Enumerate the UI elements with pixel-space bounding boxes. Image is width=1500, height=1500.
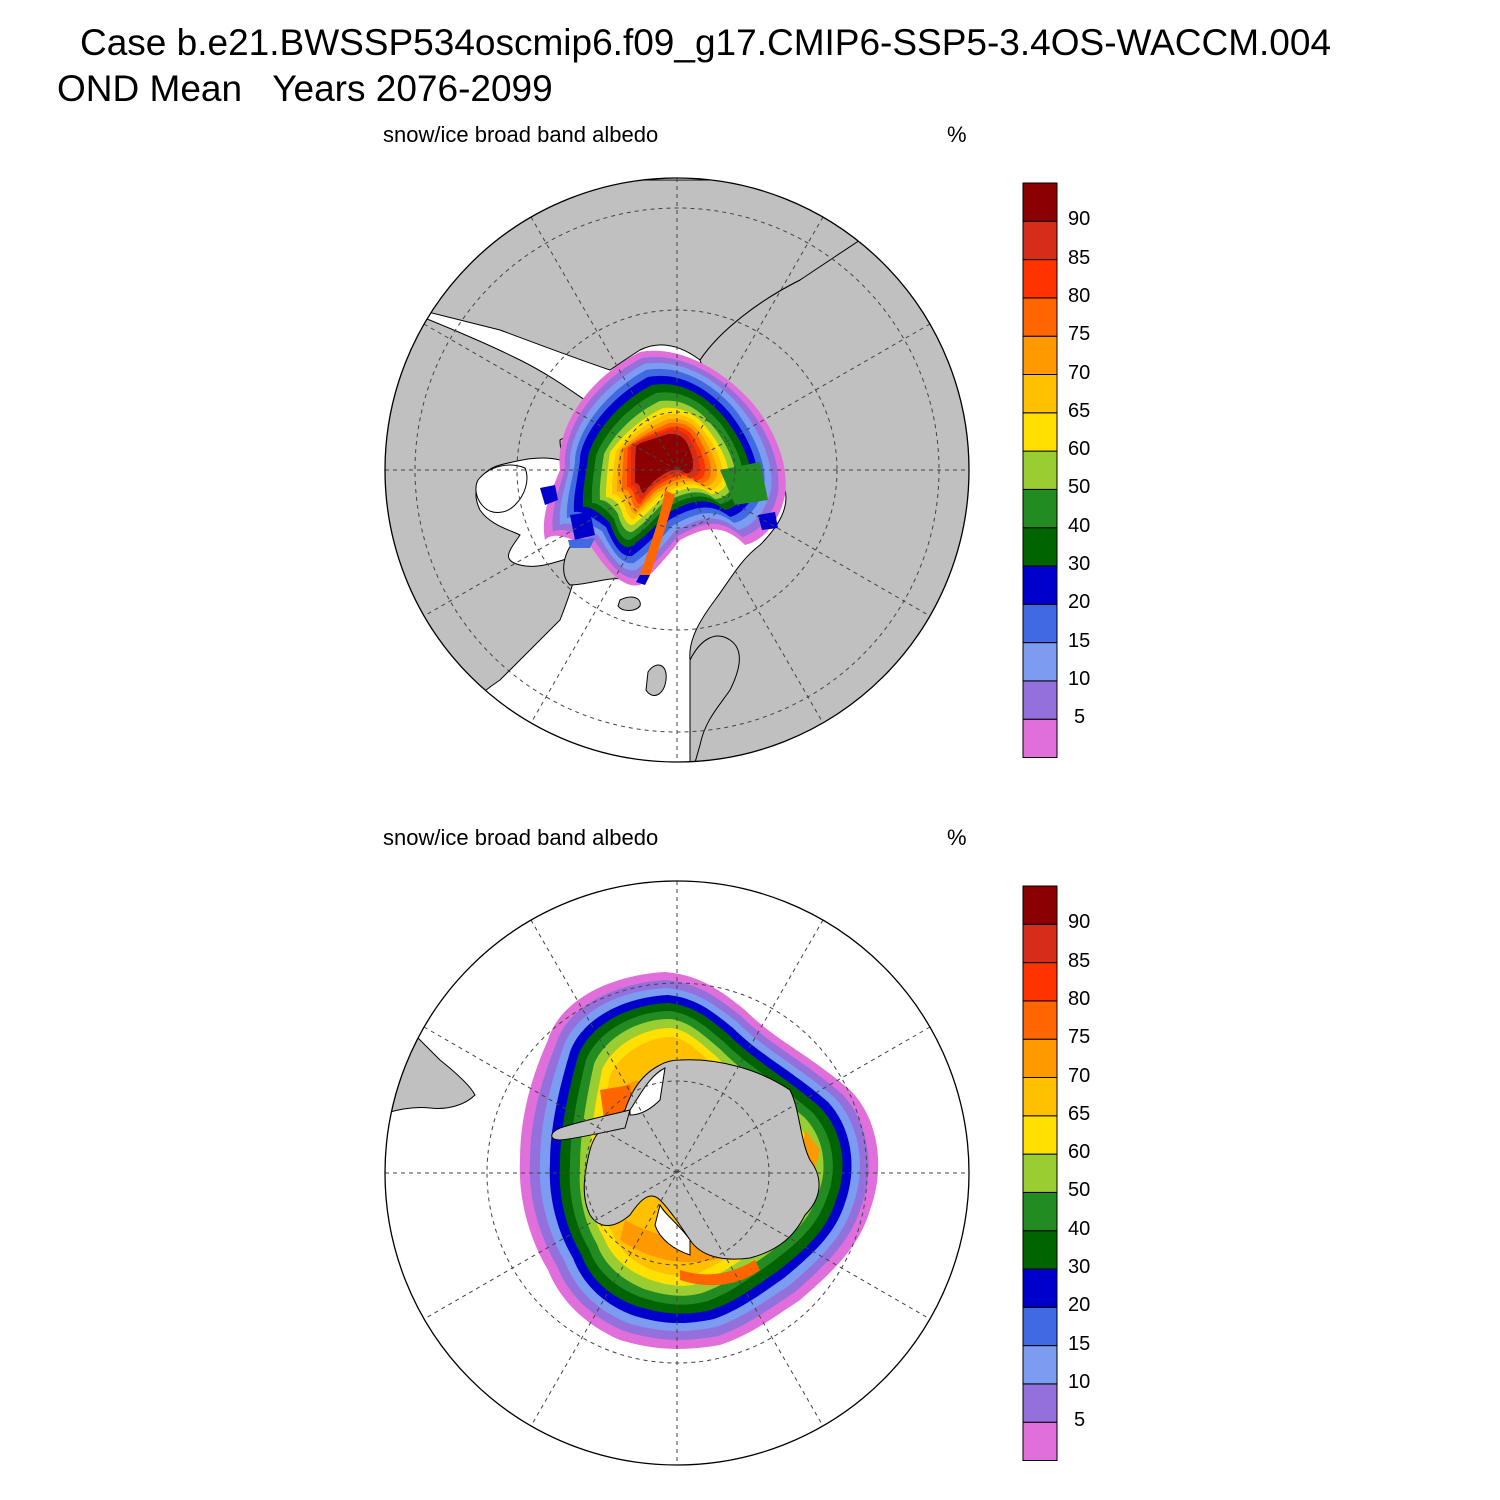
colorbar-box bbox=[1022, 642, 1058, 682]
colorbar-box bbox=[1022, 220, 1058, 261]
colorbar-label: 10 bbox=[1068, 667, 1091, 690]
north-hudson-bay bbox=[475, 464, 528, 513]
colorbar-label: 90 bbox=[1068, 911, 1091, 934]
colorbar-label: 5 bbox=[1074, 706, 1086, 729]
north-land-iceland bbox=[617, 596, 641, 611]
colorbar-box bbox=[1022, 488, 1058, 529]
colorbar-box bbox=[1022, 335, 1058, 376]
colorbar-box bbox=[1022, 297, 1058, 337]
colorbar-box bbox=[1022, 259, 1058, 299]
colorbar-label: 65 bbox=[1068, 1102, 1091, 1125]
colorbar-box bbox=[1022, 1268, 1058, 1308]
north-sea-ice-field bbox=[540, 350, 786, 586]
colorbar-label: 70 bbox=[1068, 361, 1091, 384]
colorbar-label: 5 bbox=[1074, 1409, 1086, 1432]
colorbar-box bbox=[1022, 1383, 1058, 1423]
colorbar-label: 80 bbox=[1068, 987, 1091, 1010]
colorbar-label: 50 bbox=[1068, 1179, 1091, 1202]
colorbar-box bbox=[1022, 603, 1058, 644]
colorbar-box bbox=[1022, 962, 1058, 1002]
colorbar-label: 40 bbox=[1068, 514, 1091, 537]
south-weddell-sea bbox=[629, 1067, 666, 1116]
colorbar-label: 70 bbox=[1068, 1064, 1091, 1087]
colorbar-box bbox=[1022, 718, 1058, 759]
plot-title-line-2: OND Mean Years 2076-2099 bbox=[57, 68, 553, 109]
colorbar-box bbox=[1022, 1000, 1058, 1040]
colorbar-label: 90 bbox=[1068, 208, 1091, 231]
colorbar-box bbox=[1022, 374, 1058, 414]
colorbar-box bbox=[1022, 182, 1058, 222]
colorbar-south bbox=[1022, 885, 1058, 1461]
colorbar-label: 85 bbox=[1068, 246, 1091, 269]
colorbar-label: 15 bbox=[1068, 1332, 1091, 1355]
colorbar-box bbox=[1022, 1191, 1058, 1232]
panel-south-left-string: snow/ice broad band albedo bbox=[383, 825, 659, 850]
colorbar-label: 60 bbox=[1068, 438, 1091, 461]
colorbar-box bbox=[1022, 885, 1058, 925]
colorbar-label: 20 bbox=[1068, 1294, 1091, 1317]
north-map-border bbox=[384, 177, 970, 763]
north-land-europe bbox=[689, 635, 740, 762]
south-land-peninsula bbox=[551, 1109, 631, 1141]
colorbar-box bbox=[1022, 1421, 1058, 1461]
colorbar-label: 80 bbox=[1068, 284, 1091, 307]
colorbar-box bbox=[1022, 1345, 1058, 1385]
colorbar-box bbox=[1022, 450, 1058, 490]
colorbar-label: 85 bbox=[1068, 949, 1091, 972]
colorbar-label: 60 bbox=[1068, 1141, 1091, 1164]
colorbar-box bbox=[1022, 565, 1058, 605]
colorbar-label: 65 bbox=[1068, 399, 1091, 422]
colorbar-label: 20 bbox=[1068, 591, 1091, 614]
colorbar-box bbox=[1022, 1115, 1058, 1155]
panel-south-units: % bbox=[947, 825, 967, 850]
panel-north-units: % bbox=[947, 122, 967, 147]
colorbar-box bbox=[1022, 412, 1058, 452]
south-map-border bbox=[384, 880, 970, 1466]
south-ross-sea bbox=[654, 1203, 691, 1256]
colorbar-box bbox=[1022, 1306, 1058, 1347]
panel-north-left-string: snow/ice broad band albedo bbox=[383, 122, 659, 147]
colorbar-label: 15 bbox=[1068, 629, 1091, 652]
colorbar-box bbox=[1022, 1153, 1058, 1193]
north-land-britain bbox=[645, 664, 667, 696]
colorbar-box bbox=[1022, 1038, 1058, 1078]
colorbar-box bbox=[1022, 1077, 1058, 1117]
south-polar-map bbox=[384, 880, 970, 1466]
colorbar-box bbox=[1022, 527, 1058, 567]
north-polar-map bbox=[384, 177, 970, 763]
colorbar-label: 30 bbox=[1068, 553, 1091, 575]
colorbar-box bbox=[1022, 680, 1058, 720]
south-graticule bbox=[385, 881, 969, 1465]
colorbar-box bbox=[1022, 1230, 1058, 1270]
colorbar-box bbox=[1022, 923, 1058, 964]
colorbar-label: 10 bbox=[1068, 1370, 1091, 1393]
colorbar-label: 30 bbox=[1068, 1256, 1091, 1278]
colorbar-label: 50 bbox=[1068, 476, 1091, 499]
north-graticule bbox=[385, 178, 969, 762]
plot-title-line-1: Case b.e21.BWSSP534oscmip6.f09_g17.CMIP6… bbox=[80, 22, 1332, 63]
colorbar-north bbox=[1022, 182, 1058, 759]
colorbar-label: 40 bbox=[1068, 1217, 1091, 1240]
colorbar-label: 75 bbox=[1068, 1026, 1091, 1049]
colorbar-label: 75 bbox=[1068, 323, 1091, 346]
